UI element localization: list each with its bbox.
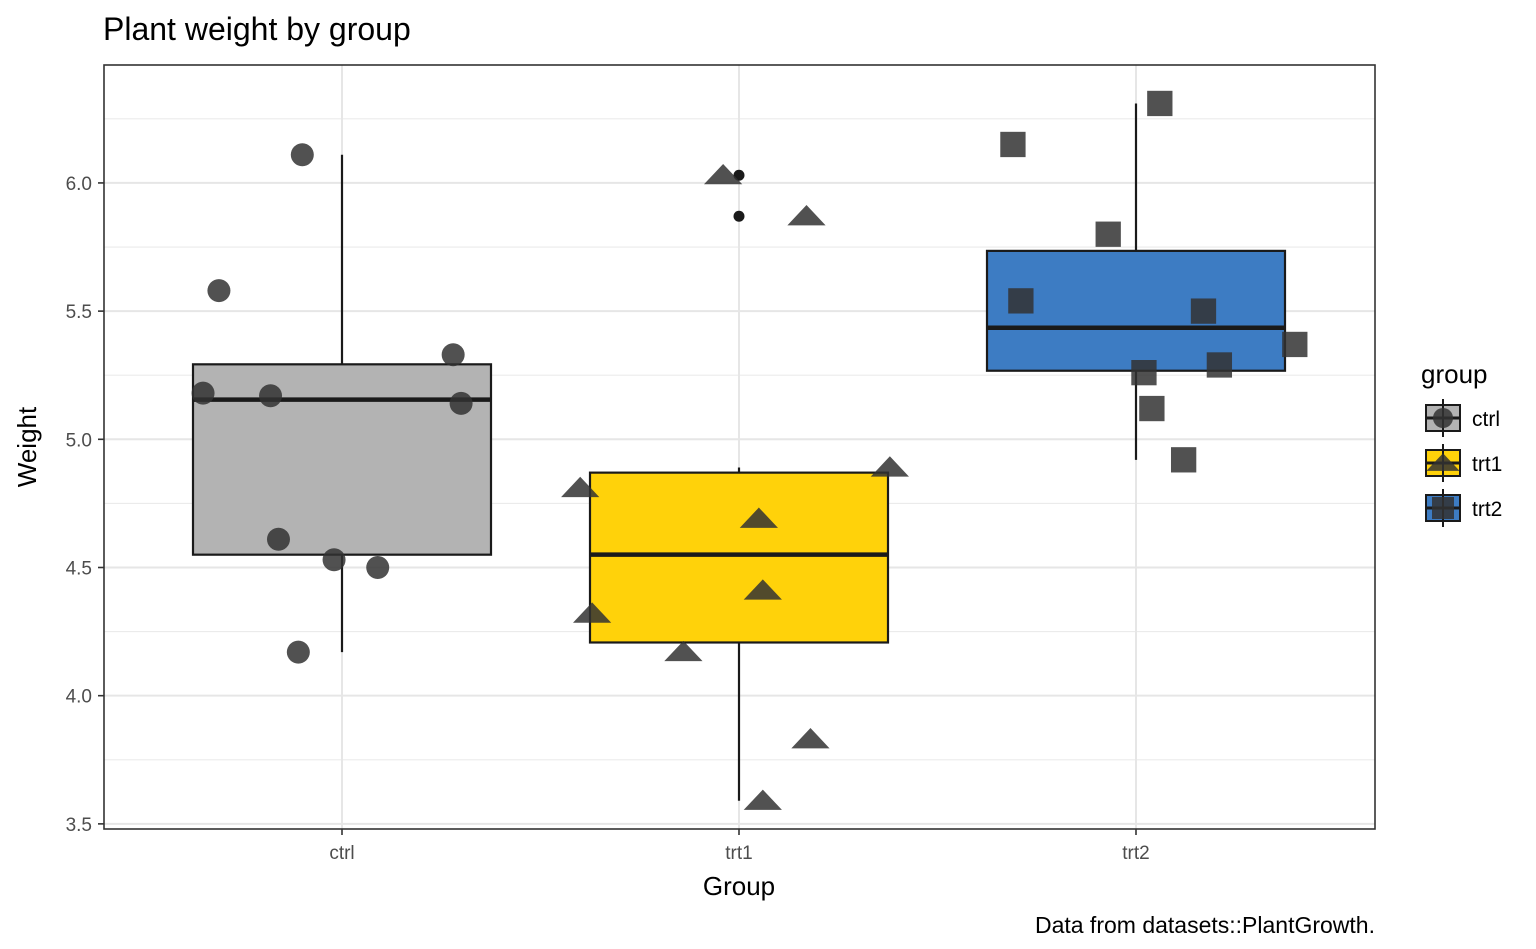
data-point-ctrl — [191, 381, 215, 405]
data-point-ctrl — [259, 384, 283, 408]
data-point-ctrl — [366, 555, 390, 579]
data-point-ctrl — [207, 279, 231, 303]
x-axis-title: Group — [703, 871, 775, 901]
box-iqr — [191, 363, 493, 556]
legend-entry-ctrl: ctrl — [1425, 399, 1500, 437]
legend-entry-trt1: trt1 — [1425, 444, 1502, 482]
data-point-trt1 — [743, 579, 782, 600]
y-axis-title: Weight — [12, 406, 42, 487]
y-tick-label: 5.0 — [66, 430, 92, 451]
data-point-trt1 — [791, 728, 830, 749]
y-tick-label: 5.5 — [66, 302, 92, 323]
data-point-trt1 — [787, 205, 826, 226]
data-point-trt2 — [1139, 395, 1165, 422]
legend-entry-trt2: trt2 — [1425, 489, 1502, 527]
chart-caption: Data from datasets::PlantGrowth. — [1035, 912, 1375, 938]
legend-label: trt1 — [1472, 453, 1502, 476]
legend-title: group — [1421, 359, 1488, 389]
data-point-trt1 — [739, 507, 778, 528]
legend-key-shape — [1432, 497, 1454, 519]
x-tick-label: ctrl — [329, 843, 354, 864]
box-trt1 — [588, 169, 890, 801]
box-iqr — [588, 471, 890, 644]
points-layer — [191, 90, 1308, 810]
legend: group ctrl trt1 trt2 — [1421, 359, 1502, 527]
chart-title: Plant weight by group — [103, 11, 411, 47]
data-point-trt2 — [1170, 447, 1197, 473]
data-point-ctrl — [290, 143, 314, 167]
data-point-ctrl — [266, 527, 290, 551]
x-tick-label: trt2 — [1122, 843, 1149, 864]
y-tick-label: 6.0 — [66, 174, 92, 195]
data-point-trt1 — [572, 602, 612, 623]
y-tick-label: 3.5 — [66, 815, 92, 836]
boxes-layer — [191, 103, 1287, 801]
outlier-point — [733, 210, 745, 222]
data-point-trt1 — [743, 789, 782, 810]
data-point-trt2 — [1008, 288, 1034, 314]
data-point-trt2 — [1000, 131, 1026, 158]
y-tick-label: 4.5 — [66, 558, 92, 579]
data-point-trt2 — [1206, 352, 1233, 378]
x-tick-label: trt1 — [725, 843, 752, 864]
data-point-trt2 — [1147, 90, 1173, 117]
legend-label: trt2 — [1472, 498, 1502, 521]
legend-key-shape — [1433, 408, 1453, 428]
data-point-trt1 — [704, 164, 743, 185]
data-point-trt2 — [1282, 331, 1308, 358]
legend-label: ctrl — [1472, 408, 1500, 431]
box-trt2 — [985, 103, 1287, 460]
data-point-ctrl — [322, 548, 346, 572]
data-point-trt2 — [1131, 360, 1157, 386]
data-point-trt2 — [1190, 298, 1217, 324]
data-point-trt1 — [870, 456, 909, 477]
data-point-ctrl — [441, 343, 465, 367]
box-ctrl — [191, 154, 493, 653]
x-axis-ticks: ctrl trt1 trt2 — [329, 829, 1150, 864]
data-point-ctrl — [286, 640, 310, 664]
data-point-trt1 — [561, 476, 600, 498]
y-axis-ticks: 3.5 4.0 4.5 5.0 5.5 6.0 — [66, 174, 104, 836]
data-point-trt1 — [664, 640, 703, 662]
y-tick-label: 4.0 — [66, 687, 92, 708]
box-iqr — [985, 249, 1287, 372]
data-point-ctrl — [449, 391, 473, 415]
data-point-trt2 — [1095, 221, 1121, 247]
legend-key-shape — [1426, 453, 1460, 471]
